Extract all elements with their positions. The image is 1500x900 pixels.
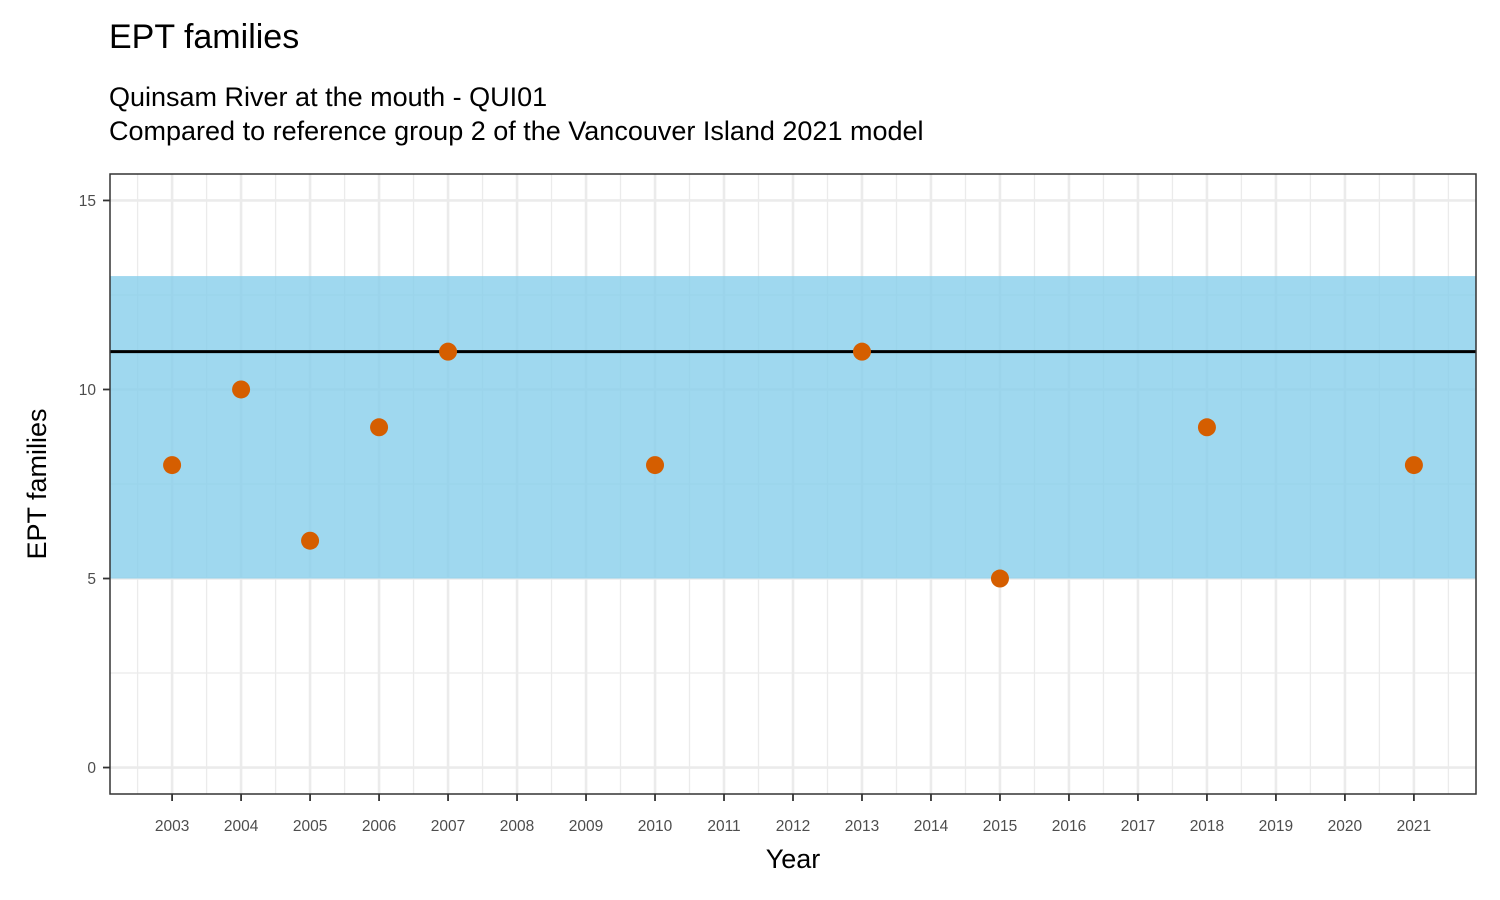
x-tick-label: 2012 — [776, 818, 810, 835]
x-tick-label: 2014 — [914, 818, 949, 835]
data-point-2013 — [852, 342, 871, 361]
x-tick-label: 2006 — [362, 818, 396, 835]
x-tick-label: 2007 — [431, 818, 465, 835]
x-tick-label: 2010 — [638, 818, 673, 835]
axes: 0 5 10 15 2003 2004 2005 2006 2007 2008 2009 2010 20… — [79, 173, 1477, 835]
x-tick-label: 2009 — [569, 818, 603, 835]
x-tick-label: 2016 — [1052, 818, 1086, 835]
data-point-2010 — [646, 456, 665, 475]
data-point-2018 — [1197, 418, 1216, 437]
y-tick-label: 15 — [79, 193, 96, 210]
x-axis-title: Year — [766, 844, 821, 874]
x-tick-label: 2004 — [224, 818, 259, 835]
reference-band-layer — [110, 276, 1476, 579]
x-tick-label: 2008 — [500, 818, 534, 835]
x-tick-label: 2020 — [1328, 818, 1363, 835]
data-point-2005 — [301, 531, 320, 550]
y-tick-label: 10 — [79, 382, 97, 399]
x-tick-label: 2019 — [1259, 818, 1293, 835]
chart-subtitle-line-1: Quinsam River at the mouth - QUI01 — [109, 82, 548, 112]
data-point-2007 — [439, 342, 458, 361]
chart-subtitle-line-2: Compared to reference group 2 of the Van… — [109, 116, 924, 146]
data-point-2003 — [163, 456, 182, 475]
x-tick-label: 2017 — [1121, 818, 1155, 835]
data-point-2015 — [990, 569, 1009, 588]
y-axis-title: EPT families — [22, 408, 52, 559]
chart-title: EPT families — [109, 18, 300, 56]
data-point-2004 — [232, 380, 251, 399]
x-tick-label: 2003 — [155, 818, 189, 835]
x-tick-label: 2013 — [845, 818, 879, 835]
x-tick-label: 2018 — [1190, 818, 1224, 835]
data-point-2006 — [370, 418, 389, 437]
x-tick-label: 2015 — [983, 818, 1017, 835]
y-tick-label: 5 — [87, 571, 96, 588]
data-point-2021 — [1404, 456, 1423, 475]
data-points — [163, 342, 1423, 588]
reference-band — [110, 276, 1476, 579]
y-tick-label: 0 — [87, 760, 96, 777]
x-tick-label: 2021 — [1397, 818, 1431, 835]
x-tick-label: 2011 — [707, 818, 740, 835]
x-tick-label: 2005 — [293, 818, 327, 835]
